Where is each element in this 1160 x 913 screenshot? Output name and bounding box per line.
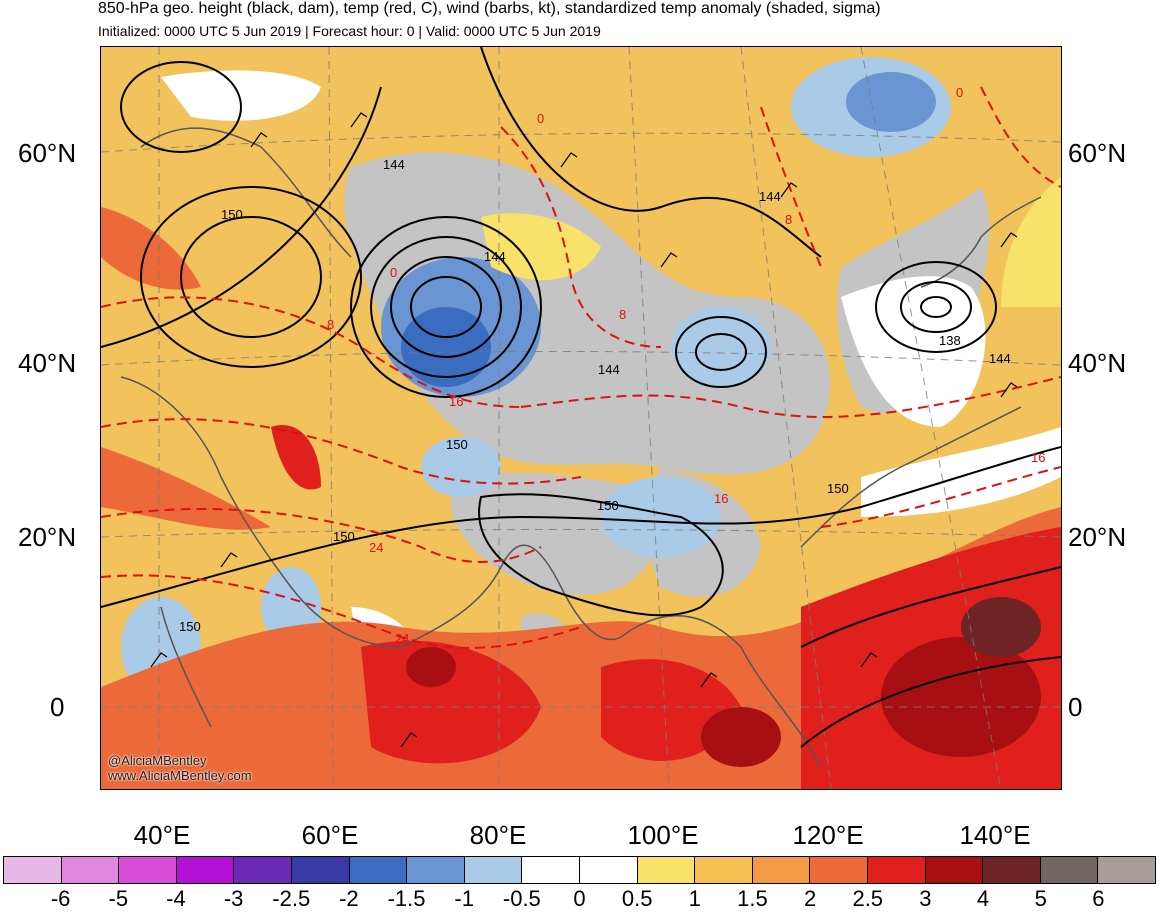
temp-label: 16 xyxy=(449,394,463,409)
height-label: 150 xyxy=(597,498,619,513)
legend-tick-label: 1.5 xyxy=(737,886,768,911)
temp-label: 16 xyxy=(714,491,728,506)
legend-tick-label: 5 xyxy=(1034,886,1047,911)
height-label: 150 xyxy=(333,529,355,544)
temp-label: 0 xyxy=(390,265,397,280)
lat-label-right: 20°N xyxy=(1068,522,1127,552)
legend-swatch xyxy=(234,857,292,883)
legend-swatch xyxy=(1040,857,1099,883)
legend-swatch xyxy=(4,857,62,883)
lat-label-right: 40°N xyxy=(1068,348,1127,378)
height-label: 144 xyxy=(383,157,405,172)
legend-tick-label: 3 xyxy=(919,886,932,911)
height-label: 144 xyxy=(759,189,781,204)
legend-tick-label: 4 xyxy=(976,886,990,911)
legend-tick-label: -5 xyxy=(108,886,129,911)
lon-label: 100°E xyxy=(627,820,699,850)
legend-swatch xyxy=(349,857,408,883)
temp-label: 24 xyxy=(369,540,383,555)
lon-label: 140°E xyxy=(959,820,1031,850)
lat-label-left: 60°N xyxy=(18,138,77,168)
legend-swatch xyxy=(407,857,465,883)
legend-tick-label: 1 xyxy=(688,886,701,911)
legend-tick-label: -2.5 xyxy=(272,886,311,911)
legend-swatch xyxy=(119,857,177,883)
weather-map: 144 150 144 144 144 138 144 150 150 150 … xyxy=(100,46,1062,790)
lon-label: 80°E xyxy=(469,820,527,850)
legend-swatch xyxy=(752,857,811,883)
legend-swatch xyxy=(61,857,120,883)
chart-title: 850-hPa geo. height (black, dam), temp (… xyxy=(98,0,881,17)
chart-subtitle: Initialized: 0000 UTC 5 Jun 2019 | Forec… xyxy=(98,23,601,39)
legend-swatch xyxy=(810,857,868,883)
legend-swatch xyxy=(925,857,984,883)
legend-swatch xyxy=(1098,857,1155,883)
legend-tick-label: 2 xyxy=(803,886,817,911)
lon-label: 40°E xyxy=(133,820,191,850)
legend-tick-label: 6 xyxy=(1092,886,1105,911)
legend-swatch xyxy=(176,857,235,883)
legend-tick-label: -6 xyxy=(50,886,71,911)
lat-label-left: 40°N xyxy=(18,348,77,378)
height-label: 150 xyxy=(179,619,201,634)
legend-swatch xyxy=(522,857,580,883)
legend-swatch xyxy=(867,857,926,883)
height-label: 144 xyxy=(598,362,620,377)
credit-url: www.AliciaMBentley.com xyxy=(108,768,252,783)
legend-swatch xyxy=(291,857,350,883)
lat-label-left: 20°N xyxy=(18,522,77,552)
legend-tick-label: -1 xyxy=(454,886,474,911)
credit-handle: @AliciaMBentley xyxy=(108,753,207,768)
lat-label-left: 0 xyxy=(50,692,65,722)
anomaly-color-legend xyxy=(3,856,1156,884)
legend-swatch xyxy=(464,857,523,883)
height-label: 150 xyxy=(221,207,243,222)
lat-label-right: 60°N xyxy=(1068,138,1127,168)
legend-tick-label: 2.5 xyxy=(852,886,884,911)
legend-tick-label: 0 xyxy=(573,886,586,911)
height-label: 150 xyxy=(827,481,849,496)
legend-swatch xyxy=(579,857,638,883)
temp-label: 0 xyxy=(956,85,963,100)
temp-label: 16 xyxy=(1031,450,1045,465)
temp-label: 8 xyxy=(619,307,626,322)
lon-label: 60°E xyxy=(301,820,359,850)
temp-label: 24 xyxy=(395,631,409,646)
legend-tick-label: -4 xyxy=(166,886,186,911)
legend-tick-label: -2 xyxy=(339,886,359,911)
legend-tick-label: -3 xyxy=(223,886,244,911)
legend-tick-label: 0.5 xyxy=(621,886,653,911)
lat-label-right: 0 xyxy=(1068,692,1083,722)
credit-block: @AliciaMBentley www.AliciaMBentley.com xyxy=(108,753,252,783)
legend-tick-label: -0.5 xyxy=(502,886,541,911)
lon-label: 120°E xyxy=(792,820,864,850)
legend-swatch xyxy=(637,857,696,883)
temp-label: 8 xyxy=(327,317,334,332)
temp-label: 8 xyxy=(785,212,792,227)
legend-tick-label: -1.5 xyxy=(387,886,426,911)
legend-swatch xyxy=(983,857,1041,883)
height-label: 144 xyxy=(989,351,1011,366)
height-label: 150 xyxy=(446,437,468,452)
legend-swatch xyxy=(695,857,753,883)
temp-label: 0 xyxy=(537,111,544,126)
height-label: 138 xyxy=(939,333,961,348)
height-label: 144 xyxy=(484,249,506,264)
